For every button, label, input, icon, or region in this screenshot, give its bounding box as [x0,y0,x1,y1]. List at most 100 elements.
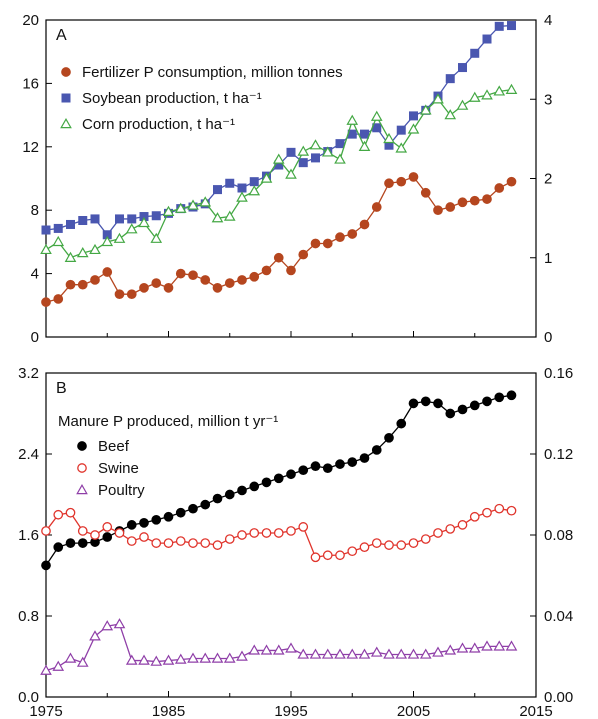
data-point [273,473,284,484]
data-point [225,178,235,188]
data-point [322,238,333,249]
data-point [174,202,187,213]
data-point [445,524,456,534]
y2-tick-label: 0.12 [544,446,573,463]
data-point [334,153,346,164]
data-point [261,528,272,538]
data-point [432,646,444,657]
data-point [396,418,407,429]
y-tick-label: 4 [31,266,39,283]
data-point [199,196,212,207]
data-point [298,465,309,476]
data-point [188,270,198,281]
data-point [151,278,162,288]
data-point [507,21,516,31]
data-point [211,652,224,663]
panel-b: 0.0 0.8 1.6 2.4 3.2 0.00 0.04 0.08 0.12 0.16 1975 1… [18,365,573,719]
data-point [506,176,517,187]
data-point [102,267,113,277]
data-point [261,477,272,488]
series-line [45,89,512,259]
data-point [456,642,469,653]
data-point [482,507,492,518]
y-tick-label: 16 [22,75,39,92]
data-point [66,219,75,229]
x-tick-label: 1985 [152,703,185,719]
data-point [468,91,481,102]
data-point [212,493,223,504]
data-point [272,644,285,655]
data-point [370,110,383,121]
data-point [162,654,175,665]
data-point [384,178,394,189]
data-point [371,202,382,212]
data-point [41,560,51,571]
data-point [162,205,175,216]
data-point [420,396,431,407]
data-point [494,392,505,403]
data-point [493,640,506,651]
y2-tick-label: 4 [544,12,552,29]
data-point [285,168,297,179]
series-corn-production [40,83,518,262]
y-tick-label: 8 [31,202,39,219]
data-point [102,522,113,532]
data-point [370,646,383,657]
data-point [444,644,457,655]
data-point [347,546,358,557]
data-point [200,499,211,510]
data-point [200,275,211,285]
y-tick-label: 1.6 [18,527,39,544]
data-point [494,183,505,193]
data-point [445,74,455,84]
data-point [444,109,457,120]
series-poultry [40,618,518,675]
data-point [481,89,493,100]
legend-marker [76,483,88,495]
data-point [482,34,492,44]
data-point [78,216,88,226]
data-point [188,503,198,514]
legend-label: Fertilizer P consumption, million tonnes [82,64,343,81]
data-point [321,146,334,157]
data-point [64,251,77,262]
data-point [335,139,345,149]
data-point [211,212,224,223]
data-point [224,278,235,288]
data-point [384,432,394,443]
data-point [432,93,444,104]
series-beef [41,390,517,571]
data-point [335,232,345,242]
data-point [113,232,126,243]
data-point [175,268,186,279]
data-point [212,283,223,293]
data-point [433,398,443,409]
data-point [138,654,150,665]
y-tick-label: 0.0 [18,689,39,706]
data-point [223,210,236,221]
legend-marker [61,93,71,103]
data-point [114,528,125,538]
data-point [433,205,443,216]
data-point [469,400,480,411]
legend-title: Manure P produced, million t yr⁻¹ [58,413,278,430]
data-point [113,618,126,629]
data-point [101,235,114,247]
x-tick-label: 1975 [29,703,62,719]
data-point [175,507,186,518]
data-point [76,246,89,258]
data-point [65,538,76,548]
data-point [89,243,101,255]
data-point [150,232,163,243]
data-point [249,177,259,187]
data-point [114,289,125,300]
series-swine [41,503,517,563]
data-point [419,648,432,659]
data-point [102,532,113,542]
data-point [420,534,431,544]
data-point [359,453,370,463]
data-point [90,530,100,540]
data-point [468,642,481,653]
data-point [297,648,310,659]
